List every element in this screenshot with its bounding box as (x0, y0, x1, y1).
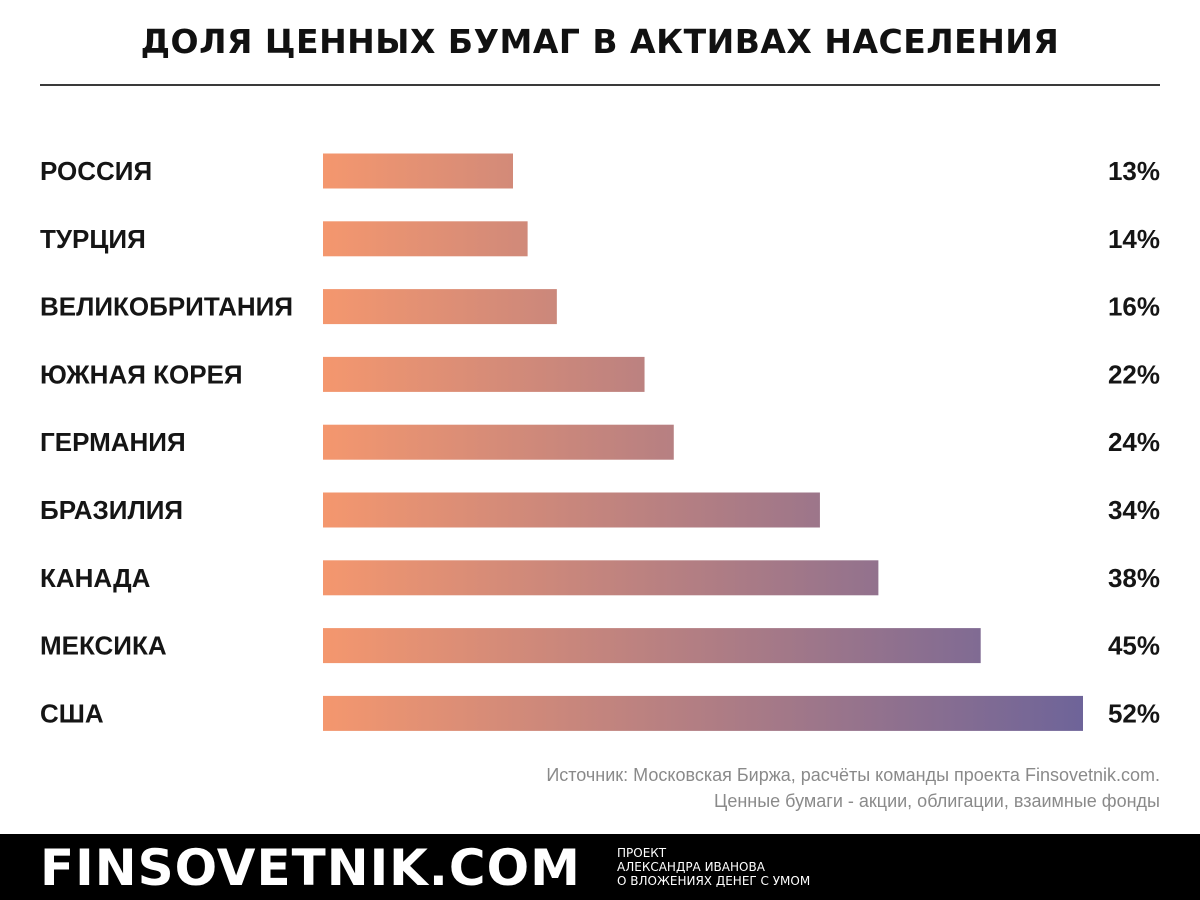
footer-bar: FINSOVETNIK.COM ПРОЕКТ АЛЕКСАНДРА ИВАНОВ… (0, 834, 1200, 900)
value-label: 22% (1108, 359, 1160, 389)
bar (323, 695, 1083, 731)
bar-row: БРАЗИЛИЯ 34% (40, 492, 1160, 528)
bar (323, 560, 879, 596)
value-label: 13% (1108, 156, 1160, 186)
tagline-line-2: АЛЕКСАНДРА ИВАНОВА (617, 860, 765, 874)
chart-rows: РОССИЯ 13% ТУРЦИЯ 14% ВЕЛИКОБРИТАНИЯ 16% ЮЖНАЯ… (40, 153, 1160, 731)
chart-title: ДОЛЯ ЦЕННЫХ БУМАГ В АКТИВАХ НАСЕЛЕНИЯ (140, 22, 1060, 61)
category-label: КАНАДА (40, 563, 151, 593)
bar (323, 221, 528, 257)
source-note: Источник: Московская Биржа, расчёты кома… (260, 762, 1160, 814)
category-label: МЕКСИКА (40, 631, 167, 661)
brand-logo: FINSOVETNIK.COM (40, 839, 581, 897)
value-label: 34% (1108, 495, 1160, 525)
tagline-line-1: ПРОЕКТ (617, 846, 667, 860)
bar-row: США 52% (40, 695, 1160, 731)
value-label: 52% (1108, 698, 1160, 728)
tagline-line-3: О ВЛОЖЕНИЯХ ДЕНЕГ С УМОМ (617, 874, 811, 888)
value-label: 45% (1108, 631, 1160, 661)
category-label: РОССИЯ (40, 156, 152, 186)
source-line-1: Источник: Московская Биржа, расчёты кома… (546, 765, 1160, 785)
category-label: ТУРЦИЯ (40, 224, 146, 254)
value-label: 14% (1108, 224, 1160, 254)
value-label: 24% (1108, 427, 1160, 457)
bar-row: ГЕРМАНИЯ 24% (40, 424, 1160, 460)
bar (323, 492, 820, 528)
bar-chart: РОССИЯ 13% ТУРЦИЯ 14% ВЕЛИКОБРИТАНИЯ 16% ЮЖНАЯ… (40, 153, 1160, 731)
category-label: США (40, 698, 104, 728)
bar-row: КАНАДА 38% (40, 560, 1160, 596)
bar-row: ЮЖНАЯ КОРЕЯ 22% (40, 356, 1160, 392)
category-label: ВЕЛИКОБРИТАНИЯ (40, 292, 293, 322)
brand-tagline: ПРОЕКТ АЛЕКСАНДРА ИВАНОВА О ВЛОЖЕНИЯХ ДЕ… (617, 846, 810, 888)
bar-row: ТУРЦИЯ 14% (40, 221, 1160, 257)
category-label: БРАЗИЛИЯ (40, 495, 183, 525)
category-label: ЮЖНАЯ КОРЕЯ (40, 359, 243, 389)
bar-row: ВЕЛИКОБРИТАНИЯ 16% (40, 289, 1160, 325)
title-divider (40, 84, 1160, 86)
bar (323, 153, 513, 189)
bar (323, 628, 981, 664)
bar (323, 289, 557, 325)
category-label: ГЕРМАНИЯ (40, 427, 186, 457)
bar-row: РОССИЯ 13% (40, 153, 1160, 189)
value-label: 38% (1108, 563, 1160, 593)
bar (323, 356, 645, 392)
bar-row: МЕКСИКА 45% (40, 628, 1160, 664)
bar (323, 424, 674, 460)
source-line-2: Ценные бумаги - акции, облигации, взаимн… (714, 791, 1160, 811)
value-label: 16% (1108, 292, 1160, 322)
